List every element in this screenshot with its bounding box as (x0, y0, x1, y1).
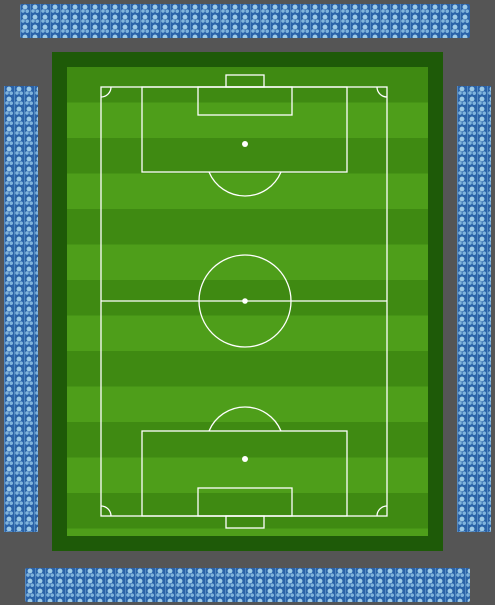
goal-area-top (197, 86, 293, 116)
penalty-arc-top (208, 171, 282, 197)
penalty-spot-bottom (242, 456, 248, 462)
centre-circle (198, 254, 292, 348)
corner-arc-bottom-right (376, 505, 388, 517)
penalty-area-top (141, 86, 348, 173)
stand-top (20, 4, 470, 38)
penalty-area-bottom (141, 430, 348, 517)
stand-left (4, 86, 38, 532)
penalty-arc-bottom (208, 406, 282, 432)
goal-area-bottom (197, 487, 293, 517)
corner-arc-bottom-left (100, 505, 112, 517)
pitch (67, 67, 428, 536)
goal-bottom (225, 515, 265, 529)
corner-arc-top-right (376, 86, 388, 98)
stand-right (457, 86, 491, 532)
stand-bottom (25, 568, 470, 602)
centre-spot (242, 298, 248, 304)
corner-arc-top-left (100, 86, 112, 98)
goal-top (225, 74, 265, 88)
penalty-spot-top (242, 141, 248, 147)
pitch-markings (100, 74, 388, 529)
